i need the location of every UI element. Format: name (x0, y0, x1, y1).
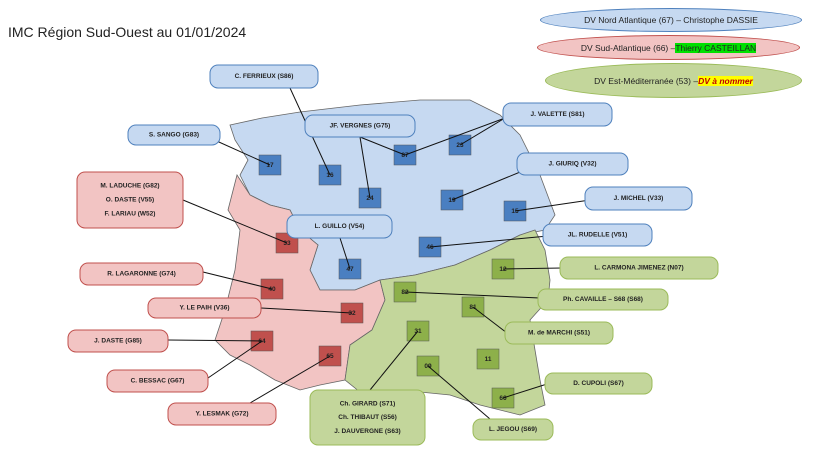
callout-line (167, 339, 263, 342)
legend-name: DV à nommer (698, 75, 753, 86)
callout-line (427, 365, 491, 420)
callout-text: C. FERRIEUX (S86) (235, 73, 294, 80)
callout-line (339, 237, 351, 270)
callout-text: D. CUPOLI (S67) (573, 380, 624, 387)
callout-text: C. BESSAC (G67) (131, 378, 185, 385)
callout-box (106, 369, 209, 393)
department-code: 17 (266, 162, 274, 169)
callout-line (202, 271, 273, 290)
legend-entry: DV Est-Méditerranée (53) – DV à nommer (545, 63, 802, 98)
callout-text: S. SANGO (G83) (149, 132, 199, 139)
legend-text: DV Sud-Atlantique (66) – (580, 42, 676, 53)
callout-text: J. MICHEL (V33) (614, 195, 664, 202)
callout-text: Ph. CAVAILLE – S68 (S68) (563, 296, 643, 303)
callout-line (404, 117, 506, 156)
callout-line (451, 169, 526, 201)
callout-text: M. LADUCHE (G82) (100, 183, 159, 190)
callout-line (404, 291, 541, 299)
department-code: 19 (448, 197, 456, 204)
title: IMC Région Sud-Ouest au 01/01/2024 (8, 24, 247, 40)
department-code: 24 (366, 195, 374, 202)
callout-line (472, 306, 508, 334)
callout-text: Y. LESMAK (G72) (195, 411, 248, 418)
callout-box (504, 321, 614, 345)
department-code: 12 (499, 266, 507, 273)
callout-box (537, 288, 669, 311)
callout-text: F. LARIAU (W52) (105, 211, 156, 218)
callout-text: M. de MARCHI (S51) (528, 330, 590, 337)
department-code: 87 (401, 152, 409, 159)
callout-box (472, 418, 554, 441)
department-code: 31 (414, 328, 422, 335)
callout-text: L. CARMONA JIMENEZ (N07) (594, 265, 683, 272)
callout-line (359, 136, 371, 199)
callout-text: JL. RUDELLE (V51) (568, 232, 628, 239)
legend-name: Thierry CASTEILLAN (675, 42, 757, 53)
callout-line (260, 307, 353, 314)
department-code: 11 (485, 356, 492, 363)
callout-box (209, 64, 319, 89)
callout-box (309, 389, 426, 446)
callout-text: J. GIURIQ (V32) (548, 161, 596, 168)
callout-box (76, 171, 184, 229)
callout-line (429, 235, 549, 248)
callout-box (559, 256, 719, 280)
department-code: 65 (326, 353, 334, 360)
callout-box (79, 262, 204, 286)
callout-text: O. DASTE (V55) (106, 197, 154, 204)
legend-text: DV Nord Atlantique (67) – Christophe DAS… (584, 15, 758, 25)
callout-line (359, 136, 406, 156)
callout-text: R. LAGARONNE (G74) (107, 271, 176, 278)
callout-text: L. JEGOU (S69) (489, 426, 537, 433)
callout-box (516, 152, 629, 176)
department-code: 33 (283, 240, 291, 247)
callout-text: Ch. THIBAUT (S56) (338, 414, 397, 421)
department-code: 15 (511, 208, 519, 215)
callout-line (207, 340, 263, 379)
department-code: 66 (499, 395, 507, 402)
department-code: 32 (348, 310, 356, 317)
callout-line (182, 199, 288, 244)
callout-line (514, 199, 591, 212)
callout-line (209, 137, 271, 166)
callout-line (459, 117, 506, 146)
callout-box (67, 329, 169, 353)
legend-entry: DV Nord Atlantique (67) – Christophe DAS… (540, 8, 802, 32)
callout-text: Y. LE PAIH (V36) (179, 305, 229, 312)
legend-entry: DV Sud-Atlantique (66) – Thierry CASTEIL… (537, 35, 800, 60)
callout-box (584, 186, 693, 211)
callout-box (304, 114, 416, 138)
department-code: 16 (326, 172, 334, 179)
callout-text: J. DASTE (G85) (94, 338, 142, 345)
callout-text: J. VALETTE (S81) (530, 111, 584, 118)
callout-text: J. DAUVERGNE (S63) (334, 428, 400, 435)
legend-text: DV Est-Méditerranée (53) – (594, 75, 699, 86)
callout-text: JF. VERGNES (G75) (330, 123, 391, 130)
department-code: 64 (258, 338, 266, 345)
callout-box (167, 402, 277, 426)
callout-line (249, 355, 331, 404)
callout-box (542, 223, 653, 247)
department-code: 82 (401, 289, 409, 296)
callout-box (147, 297, 262, 319)
callout-box (127, 124, 221, 146)
callout-box (544, 372, 653, 395)
callout-line (502, 383, 548, 399)
department-code: 23 (456, 142, 464, 149)
callout-line (369, 330, 419, 391)
callout-text: Ch. GIRARD (S71) (340, 400, 396, 407)
department-square (476, 348, 500, 370)
callout-line (502, 267, 563, 270)
department-code: 40 (268, 286, 276, 293)
callout-text: L. GUILLO (V54) (315, 223, 365, 230)
department-code: 47 (346, 266, 354, 273)
callout-box (502, 102, 613, 127)
department-code: 46 (426, 244, 434, 251)
callout-box (286, 214, 393, 239)
